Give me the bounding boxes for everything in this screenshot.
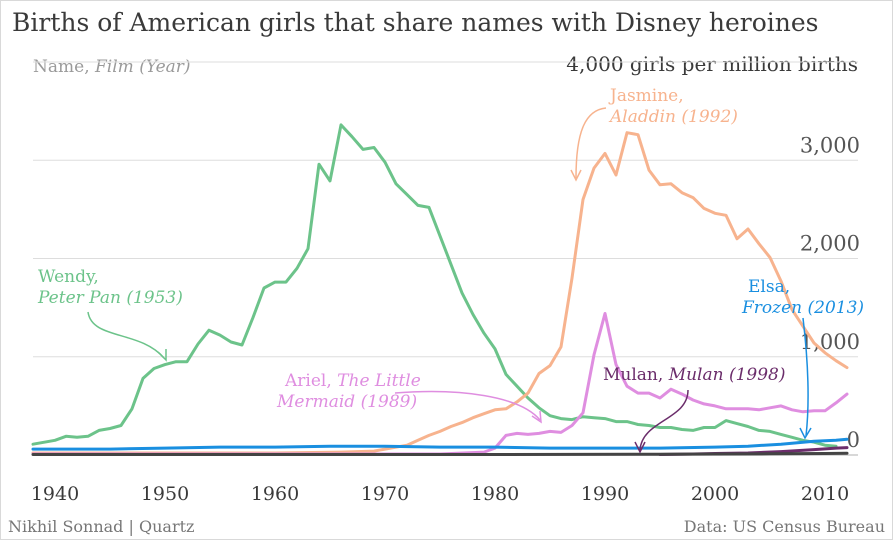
annotation-jasmine-arrow	[575, 107, 607, 179]
annotation-elsa-film: Frozen (2013)	[741, 298, 864, 318]
y-tick-label: 0	[847, 428, 860, 452]
series-line-other-5	[31, 451, 849, 456]
x-tick-label: 1950	[141, 483, 189, 505]
annotation-wendy-film: Peter Pan (1953)	[37, 288, 183, 308]
annotation-jasmine-arrowhead	[570, 169, 582, 182]
annotation-jasmine-film: Aladdin (1992)	[608, 107, 738, 127]
annotation-ariel-label: Ariel, The Little	[284, 371, 421, 391]
annotation-ariel-arrow	[394, 390, 541, 421]
series-line-wendy	[31, 123, 838, 448]
data-source: Data: US Census Bureau	[684, 517, 885, 536]
annotation-jasmine: Jasmine, Aladdin (1992)	[570, 86, 738, 182]
annotation-mulan-arrowhead	[634, 441, 646, 454]
annotation-mulan-arrow	[639, 389, 689, 451]
annotation-ariel-name: Ariel,	[284, 371, 337, 391]
legend-key-film: Film (Year)	[94, 57, 191, 77]
annotation-elsa: Elsa, Frozen (2013)	[741, 277, 864, 440]
annotation-wendy: Wendy, Peter Pan (1953)	[37, 267, 183, 362]
series-lines	[31, 123, 849, 456]
annotation-wendy-name: Wendy,	[38, 267, 99, 287]
series-line-jasmine	[31, 131, 849, 455]
annotation-jasmine-name: Jasmine,	[608, 86, 684, 106]
legend-key: Name, Film (Year)	[33, 57, 191, 77]
y-tick-label: 2,000	[800, 232, 860, 256]
annotation-wendy-arrowhead	[157, 349, 167, 362]
x-tick-label: 1980	[471, 483, 519, 505]
y-tick-label: 3,000	[800, 133, 860, 157]
annotation-wendy-arrow	[87, 311, 165, 359]
chart-title: Births of American girls that share name…	[12, 8, 818, 37]
credit: Nikhil Sonnad | Quartz	[8, 517, 194, 536]
legend-key-name: Name	[33, 57, 84, 77]
x-tick-label: 2010	[801, 483, 849, 505]
x-tick-label: 1940	[31, 483, 79, 505]
annotation-mulan-label: Mulan, Mulan (1998)	[603, 365, 786, 385]
annotation-mulan-film: Mulan (1998)	[668, 365, 786, 385]
series-line-elsa	[31, 437, 849, 451]
annotation-mulan: Mulan, Mulan (1998)	[603, 365, 786, 454]
annotation-elsa-name: Elsa,	[748, 277, 790, 297]
annotation-elsa-arrowhead	[799, 427, 812, 440]
x-tick-label: 2000	[691, 483, 739, 505]
series-line-ariel	[31, 312, 849, 456]
annotation-elsa-arrow	[802, 317, 809, 437]
y-unit-label: 4,000 girls per million births	[566, 52, 858, 76]
x-tick-label: 1970	[361, 483, 409, 505]
x-tick-label: 1990	[581, 483, 629, 505]
y-tick-label: 1,000	[800, 330, 860, 354]
annotation-mulan-name: Mulan,	[603, 365, 669, 385]
x-tick-labels: 1940 1950 1960 1970 1980 1990 2000 2010	[31, 483, 849, 505]
y-tick-labels: 0 1,000 2,000 3,000	[800, 133, 860, 452]
annotation-ariel-arrowhead	[531, 410, 542, 424]
annotation-ariel-film-1: The Little	[337, 371, 421, 391]
x-tick-label: 1960	[251, 483, 299, 505]
annotation-ariel: Ariel, The Little Mermaid (1989)	[276, 371, 542, 424]
annotation-ariel-film-2: Mermaid (1989)	[276, 392, 417, 412]
